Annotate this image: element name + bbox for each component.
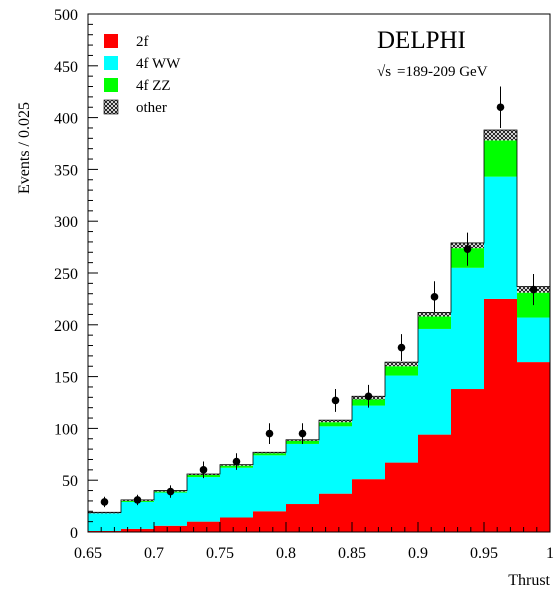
- legend: 2f 4f WW 4f ZZ other: [103, 34, 181, 116]
- y-tick-label: 200: [54, 318, 78, 335]
- data-point: [232, 457, 241, 466]
- data-point: [463, 245, 472, 253]
- legend-label: 4f ZZ: [136, 78, 171, 94]
- x-axis: 0.65 0.7 0.75 0.8 0.85 0.9 0.95 1: [74, 522, 554, 562]
- bar-4f-ww-1: [121, 501, 154, 529]
- bar-other-10: [418, 312, 451, 317]
- bar-4f-zz-12: [484, 140, 517, 177]
- bar-other-9: [385, 362, 418, 367]
- y-tick-label: 150: [54, 370, 78, 387]
- data-point: [496, 103, 505, 112]
- bar-2f-13: [517, 362, 550, 532]
- bar-other-7: [319, 420, 352, 423]
- x-tick-label: 0.8: [276, 545, 296, 562]
- bar-4f-ww-4: [220, 467, 253, 518]
- y-axis: 0 50 100 150 200 250 300 350 400 450 500: [54, 7, 98, 542]
- bar-4f-ww-13: [517, 317, 550, 363]
- x-tick-label: 0.7: [144, 545, 164, 562]
- data-point: [265, 429, 274, 438]
- x-tick-label: 0.95: [470, 545, 498, 562]
- bar-2f-6: [286, 504, 319, 532]
- bar-2f-12: [484, 298, 517, 532]
- data-point: [298, 429, 307, 438]
- data-point: [166, 487, 175, 496]
- data-point: [133, 496, 142, 504]
- bar-4f-ww-12: [484, 176, 517, 299]
- data-point: [430, 293, 439, 301]
- bar-4f-ww-11: [451, 267, 484, 390]
- bar-2f-8: [352, 479, 385, 532]
- bar-4f-zz-5: [253, 453, 286, 456]
- y-tick-label: 400: [54, 111, 78, 128]
- bar-4f-ww-7: [319, 426, 352, 494]
- y-tick-label: 250: [54, 266, 78, 283]
- bar-2f-4: [220, 517, 253, 532]
- legend-label: 4f WW: [136, 56, 181, 72]
- stack-outline: [87, 129, 550, 532]
- bar-2f-11: [451, 389, 484, 532]
- legend-swatch-2f: [104, 34, 118, 48]
- bar-4f-ww-2: [154, 492, 187, 526]
- y-tick-label: 300: [54, 214, 78, 231]
- bar-4f-ww-5: [253, 455, 286, 512]
- bar-4f-ww-0: [88, 513, 121, 531]
- y-tick-label: 100: [54, 421, 78, 438]
- legend-swatch-4f-zz: [104, 78, 118, 92]
- experiment-label: DELPHI: [377, 27, 466, 54]
- x-tick-label: 0.9: [408, 545, 428, 562]
- bar-4f-ww-6: [286, 443, 319, 505]
- sqrt-s-label: √s: [377, 64, 391, 80]
- energy-label: =189-209 GeV: [397, 64, 488, 80]
- y-tick-label: 50: [62, 473, 78, 490]
- bar-2f-0: [88, 530, 121, 532]
- bar-4f-ww-9: [385, 375, 418, 463]
- bar-2f-10: [418, 434, 451, 532]
- data-point: [331, 396, 340, 405]
- bar-4f-ww-8: [352, 405, 385, 480]
- y-axis-label: Events / 0.025: [16, 102, 33, 194]
- bar-2f-2: [154, 525, 187, 532]
- bar-2f-1: [121, 528, 154, 532]
- x-tick-label: 0.85: [338, 545, 366, 562]
- data-point: [364, 392, 373, 401]
- y-tick-label: 350: [54, 162, 78, 179]
- data-point: [397, 343, 406, 352]
- legend-label: other: [136, 100, 167, 116]
- bar-other-0: [88, 512, 121, 514]
- x-tick-label: 0.65: [74, 545, 102, 562]
- y-tick-label: 0: [70, 525, 78, 542]
- legend-swatch-other: [103, 99, 119, 115]
- legend-label: 2f: [136, 34, 149, 50]
- bar-4f-zz-7: [319, 422, 352, 427]
- bar-4f-ww-10: [418, 328, 451, 435]
- y-tick-label: 450: [54, 59, 78, 76]
- bar-2f-5: [253, 511, 286, 532]
- data-points: [100, 86, 538, 508]
- bar-4f-ww-3: [187, 477, 220, 522]
- bar-2f-9: [385, 462, 418, 532]
- data-point: [199, 466, 208, 474]
- bar-2f-3: [187, 521, 220, 532]
- stacked-histogram: [87, 129, 550, 532]
- x-tick-label: 0.75: [206, 545, 234, 562]
- x-tick-label: 1: [546, 545, 554, 562]
- data-point: [529, 285, 538, 294]
- bar-2f-7: [319, 493, 352, 532]
- bar-4f-zz-9: [385, 366, 418, 376]
- bar-other-5: [253, 452, 286, 454]
- legend-swatch-4f-ww: [104, 56, 118, 70]
- bar-4f-zz-10: [418, 316, 451, 329]
- bar-other-12: [484, 130, 517, 141]
- y-tick-label: 500: [54, 7, 78, 24]
- x-axis-label: Thrust: [508, 572, 550, 589]
- data-point: [100, 498, 109, 506]
